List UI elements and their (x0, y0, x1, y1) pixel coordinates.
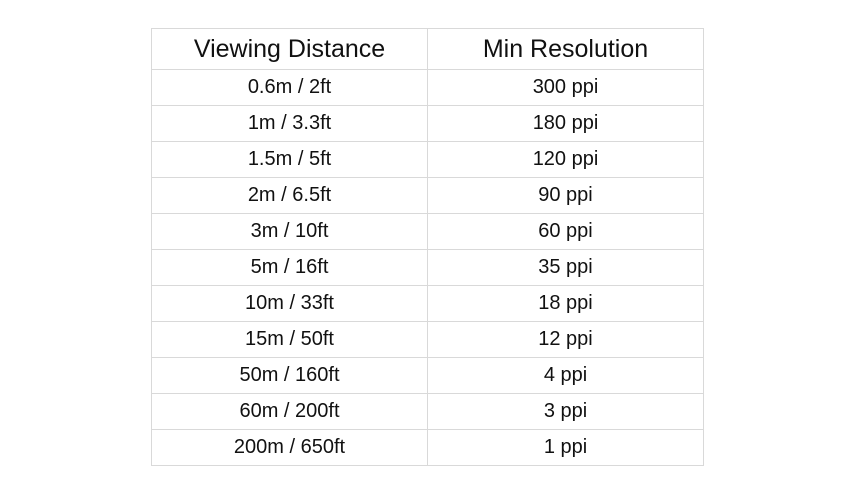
cell-min-resolution: 90 ppi (427, 177, 704, 214)
header-viewing-distance: Viewing Distance (151, 28, 428, 70)
cell-viewing-distance: 10m / 33ft (151, 285, 428, 322)
cell-min-resolution: 120 ppi (427, 141, 704, 178)
cell-min-resolution: 3 ppi (427, 393, 704, 430)
cell-viewing-distance: 200m / 650ft (151, 429, 428, 466)
table-row: 0.6m / 2ft 300 ppi (151, 69, 704, 106)
cell-min-resolution: 35 ppi (427, 249, 704, 286)
table-row: 50m / 160ft 4 ppi (151, 357, 704, 394)
cell-viewing-distance: 1m / 3.3ft (151, 105, 428, 142)
table-row: 60m / 200ft 3 ppi (151, 393, 704, 430)
cell-min-resolution: 4 ppi (427, 357, 704, 394)
table-row: 2m / 6.5ft 90 ppi (151, 177, 704, 214)
table-header-row: Viewing Distance Min Resolution (151, 28, 704, 70)
cell-viewing-distance: 3m / 10ft (151, 213, 428, 250)
cell-viewing-distance: 0.6m / 2ft (151, 69, 428, 106)
table-row: 1m / 3.3ft 180 ppi (151, 105, 704, 142)
cell-viewing-distance: 60m / 200ft (151, 393, 428, 430)
cell-viewing-distance: 15m / 50ft (151, 321, 428, 358)
table-row: 200m / 650ft 1 ppi (151, 429, 704, 466)
cell-min-resolution: 60 ppi (427, 213, 704, 250)
table-row: 3m / 10ft 60 ppi (151, 213, 704, 250)
header-min-resolution: Min Resolution (427, 28, 704, 70)
cell-viewing-distance: 5m / 16ft (151, 249, 428, 286)
table-row: 10m / 33ft 18 ppi (151, 285, 704, 322)
resolution-table-container: Viewing Distance Min Resolution 0.6m / 2… (151, 28, 704, 466)
cell-min-resolution: 1 ppi (427, 429, 704, 466)
table-row: 1.5m / 5ft 120 ppi (151, 141, 704, 178)
resolution-table: Viewing Distance Min Resolution 0.6m / 2… (151, 28, 704, 466)
cell-viewing-distance: 50m / 160ft (151, 357, 428, 394)
cell-min-resolution: 18 ppi (427, 285, 704, 322)
table-row: 5m / 16ft 35 ppi (151, 249, 704, 286)
cell-min-resolution: 180 ppi (427, 105, 704, 142)
cell-min-resolution: 300 ppi (427, 69, 704, 106)
table-row: 15m / 50ft 12 ppi (151, 321, 704, 358)
cell-min-resolution: 12 ppi (427, 321, 704, 358)
cell-viewing-distance: 2m / 6.5ft (151, 177, 428, 214)
cell-viewing-distance: 1.5m / 5ft (151, 141, 428, 178)
